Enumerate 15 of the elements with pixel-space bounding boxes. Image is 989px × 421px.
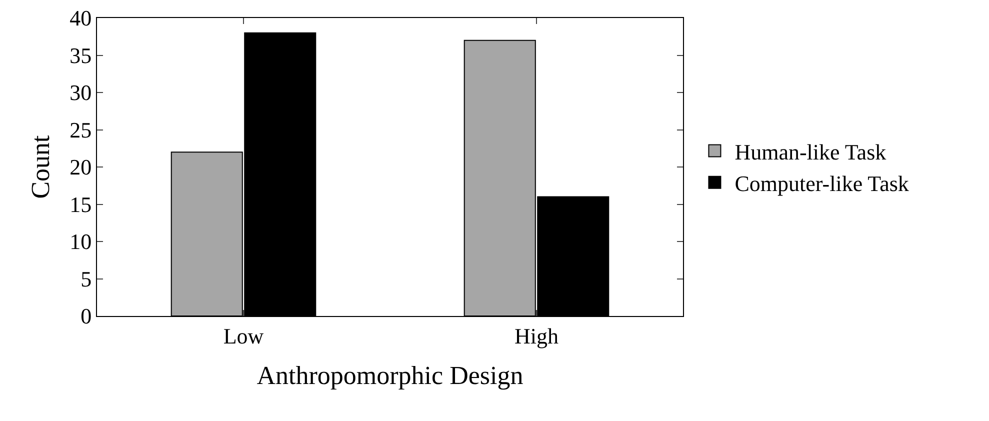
y-tick-label: 10	[70, 229, 92, 254]
x-tick-label: High	[514, 323, 558, 348]
y-tick-label: 20	[70, 154, 92, 180]
legend-label: Human-like Task	[734, 139, 886, 164]
y-axis-title: Count	[26, 134, 55, 199]
y-tick-label: 25	[70, 117, 92, 142]
y-tick-label: 0	[80, 304, 92, 329]
y-tick-label: 5	[80, 266, 92, 292]
x-axis-title: Anthropomorphic Design	[256, 361, 524, 390]
legend-label: Computer-like Task	[734, 170, 909, 196]
x-tick-label: Low	[223, 323, 264, 348]
y-tick-label: 40	[70, 6, 92, 31]
y-tick-label: 15	[70, 192, 92, 217]
y-tick-label: 30	[70, 80, 92, 106]
y-tick-label: 35	[70, 42, 92, 68]
